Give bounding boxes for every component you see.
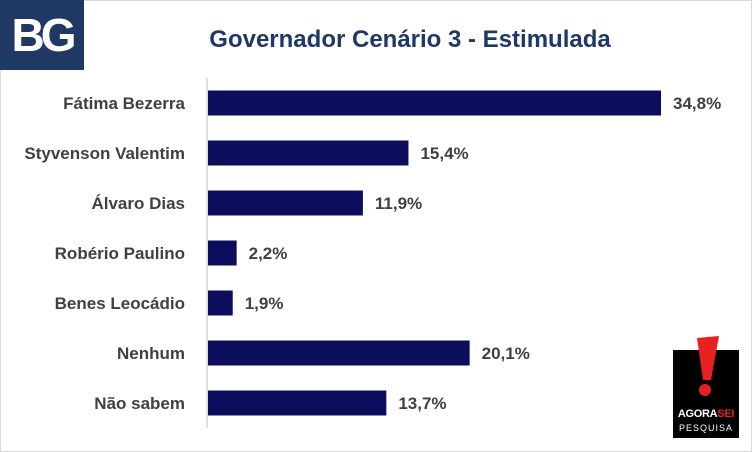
category-label: Benes Leocádio <box>55 294 185 313</box>
value-label: 34,8% <box>673 94 721 113</box>
value-label: 1,9% <box>245 294 284 313</box>
agora-text: AGORA <box>677 408 718 420</box>
bg-logo: BG <box>0 0 84 70</box>
value-label: 11,9% <box>375 194 422 213</box>
bg-logo-text: BG <box>11 9 77 61</box>
bar <box>208 340 470 366</box>
chart-title: Governador Cenário 3 - Estimulada <box>209 26 611 53</box>
category-label: Nenhum <box>117 344 185 363</box>
category-label: Styvenson Valentim <box>24 144 185 163</box>
value-label: 2,2% <box>249 244 288 263</box>
bars-group: Fátima Bezerra 34,8% Styvenson Valentim 15,… <box>24 90 721 416</box>
value-label: 15,4% <box>420 144 468 163</box>
bar <box>208 90 661 116</box>
category-label: Álvaro Dias <box>91 194 185 213</box>
bar <box>208 140 409 166</box>
category-label: Robério Paulino <box>55 244 185 263</box>
category-label: Não sabem <box>94 394 185 413</box>
agorasei-logo: AGORASEI PESQUISA <box>673 336 739 438</box>
agorasei-sub: PESQUISA <box>678 423 733 433</box>
value-label: 20,1% <box>482 344 530 363</box>
category-label: Fátima Bezerra <box>63 94 185 113</box>
bar <box>208 390 387 416</box>
bar <box>208 190 363 216</box>
value-label: 13,7% <box>398 394 446 413</box>
sei-text: SEI <box>717 408 735 420</box>
bar <box>208 240 237 266</box>
exclamation-icon <box>697 336 719 396</box>
agorasei-name: AGORASEI <box>673 408 739 420</box>
bar <box>208 290 233 316</box>
